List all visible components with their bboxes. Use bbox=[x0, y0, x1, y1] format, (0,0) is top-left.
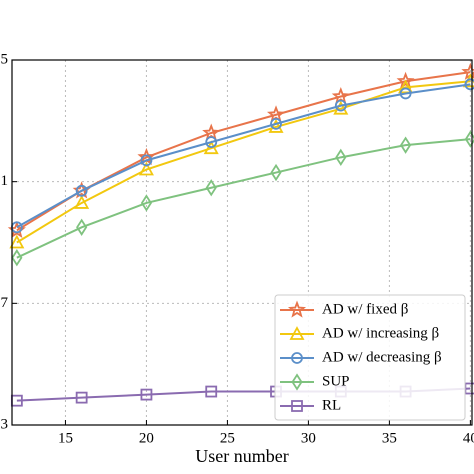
point bbox=[9, 234, 25, 249]
x-tick-label: 40 bbox=[463, 430, 474, 446]
point bbox=[268, 119, 284, 133]
point bbox=[140, 388, 153, 401]
series-line bbox=[16, 138, 471, 259]
x-tick-label: 25 bbox=[220, 430, 235, 446]
point bbox=[398, 79, 414, 94]
legend: AD w/ fixed β AD w/ increasing β AD w/ dec… bbox=[274, 294, 466, 421]
point bbox=[335, 148, 347, 166]
point bbox=[11, 249, 23, 267]
point bbox=[270, 117, 282, 130]
y-tick-label: .1 bbox=[0, 173, 8, 189]
y-tick-label: .7 bbox=[0, 295, 9, 311]
point bbox=[203, 140, 219, 155]
point bbox=[464, 78, 474, 91]
y-tick-label: .3 bbox=[0, 416, 8, 432]
legend-marker bbox=[287, 300, 307, 318]
point bbox=[140, 154, 153, 167]
x-tick-label: 15 bbox=[58, 430, 73, 446]
point bbox=[270, 163, 282, 182]
plot-frame bbox=[11, 59, 473, 426]
series-line bbox=[16, 80, 471, 244]
point bbox=[76, 218, 88, 236]
series-line bbox=[16, 83, 471, 229]
legend-box bbox=[274, 294, 466, 421]
point bbox=[205, 385, 218, 398]
x-tick-label: 20 bbox=[139, 430, 154, 446]
point bbox=[464, 130, 474, 148]
x-tick-label: 30 bbox=[301, 430, 316, 446]
point bbox=[266, 105, 286, 123]
legend-label: AD w/ increasing β bbox=[322, 325, 439, 341]
legend-label: AD w/ fixed β bbox=[322, 301, 408, 317]
point bbox=[138, 161, 154, 176]
point bbox=[334, 99, 347, 112]
series-line bbox=[16, 71, 471, 232]
point bbox=[74, 195, 90, 209]
legend-marker bbox=[289, 326, 305, 340]
point bbox=[202, 123, 221, 141]
x-axis-label: User number bbox=[195, 446, 288, 466]
point bbox=[140, 194, 153, 212]
point bbox=[205, 179, 217, 197]
point bbox=[75, 184, 88, 197]
legend-label: RL bbox=[322, 397, 341, 413]
point bbox=[205, 136, 218, 149]
legend-label: AD w/ decreasing β bbox=[322, 349, 442, 365]
point bbox=[396, 71, 415, 89]
legend-marker bbox=[291, 373, 303, 391]
point bbox=[75, 391, 88, 404]
point bbox=[331, 86, 350, 105]
x-tick-label: 35 bbox=[382, 430, 397, 446]
legend-marker bbox=[291, 352, 303, 364]
legend-marker bbox=[291, 400, 303, 412]
point bbox=[333, 100, 349, 115]
legend-label: SUP bbox=[322, 373, 350, 389]
point bbox=[399, 87, 412, 100]
point bbox=[400, 136, 412, 154]
y-tick-label: .5 bbox=[0, 51, 8, 67]
